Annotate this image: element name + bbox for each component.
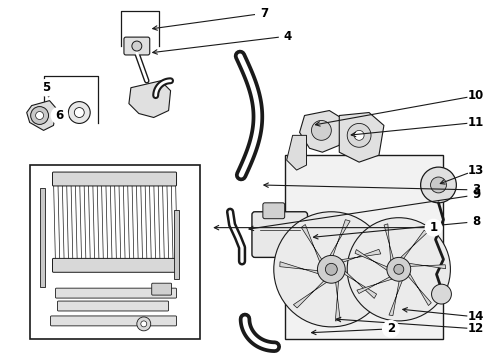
Circle shape bbox=[382, 320, 400, 338]
Text: 2: 2 bbox=[387, 322, 395, 336]
Text: 4: 4 bbox=[284, 30, 292, 42]
Circle shape bbox=[467, 213, 485, 231]
Circle shape bbox=[467, 320, 485, 338]
Text: 9: 9 bbox=[472, 188, 480, 201]
Circle shape bbox=[36, 112, 44, 120]
Text: 14: 14 bbox=[468, 310, 485, 323]
Circle shape bbox=[132, 41, 142, 51]
Text: 8: 8 bbox=[472, 215, 480, 228]
Circle shape bbox=[74, 108, 84, 117]
Circle shape bbox=[467, 186, 485, 204]
FancyBboxPatch shape bbox=[50, 316, 176, 326]
Polygon shape bbox=[299, 111, 342, 152]
Polygon shape bbox=[280, 262, 323, 274]
FancyBboxPatch shape bbox=[124, 37, 150, 55]
Polygon shape bbox=[129, 81, 171, 117]
Text: 3: 3 bbox=[472, 184, 480, 197]
Circle shape bbox=[467, 87, 485, 105]
Circle shape bbox=[318, 255, 345, 283]
Circle shape bbox=[347, 218, 450, 321]
Circle shape bbox=[279, 27, 296, 45]
Polygon shape bbox=[357, 275, 394, 293]
Circle shape bbox=[255, 4, 273, 22]
Circle shape bbox=[425, 219, 442, 237]
Circle shape bbox=[50, 107, 69, 125]
Bar bbox=[173, 210, 178, 279]
Polygon shape bbox=[400, 230, 427, 263]
Text: 13: 13 bbox=[468, 163, 484, 176]
Circle shape bbox=[38, 79, 55, 96]
Polygon shape bbox=[339, 113, 384, 162]
Bar bbox=[40, 188, 45, 287]
Text: 5: 5 bbox=[43, 81, 50, 94]
FancyBboxPatch shape bbox=[152, 283, 172, 295]
Circle shape bbox=[431, 177, 446, 193]
FancyBboxPatch shape bbox=[57, 301, 169, 311]
FancyBboxPatch shape bbox=[52, 172, 176, 186]
Text: 11: 11 bbox=[468, 116, 484, 129]
Polygon shape bbox=[26, 100, 56, 130]
Circle shape bbox=[137, 317, 151, 331]
Polygon shape bbox=[339, 269, 377, 298]
Circle shape bbox=[467, 308, 485, 326]
Circle shape bbox=[141, 321, 147, 327]
Polygon shape bbox=[329, 220, 350, 261]
Polygon shape bbox=[405, 273, 431, 306]
Polygon shape bbox=[389, 276, 403, 316]
Text: 1: 1 bbox=[429, 221, 438, 234]
Circle shape bbox=[69, 102, 90, 123]
Polygon shape bbox=[405, 263, 445, 269]
Polygon shape bbox=[287, 135, 307, 170]
Bar bbox=[30, 165, 200, 339]
Bar bbox=[285, 155, 443, 339]
Polygon shape bbox=[294, 276, 329, 308]
Circle shape bbox=[312, 121, 331, 140]
FancyBboxPatch shape bbox=[252, 212, 308, 257]
Circle shape bbox=[347, 123, 371, 147]
Circle shape bbox=[467, 161, 485, 179]
Circle shape bbox=[274, 212, 389, 327]
Polygon shape bbox=[335, 276, 340, 321]
Circle shape bbox=[420, 167, 456, 203]
Circle shape bbox=[467, 181, 485, 199]
FancyBboxPatch shape bbox=[55, 288, 176, 298]
Polygon shape bbox=[384, 224, 395, 264]
Circle shape bbox=[354, 130, 364, 140]
Polygon shape bbox=[355, 249, 392, 271]
Polygon shape bbox=[301, 225, 325, 265]
FancyBboxPatch shape bbox=[52, 258, 176, 272]
Circle shape bbox=[467, 113, 485, 131]
Circle shape bbox=[387, 257, 411, 281]
Circle shape bbox=[394, 264, 404, 274]
Circle shape bbox=[432, 284, 451, 304]
FancyBboxPatch shape bbox=[263, 203, 285, 219]
Text: 12: 12 bbox=[468, 322, 484, 336]
Text: 10: 10 bbox=[468, 89, 484, 102]
Text: 6: 6 bbox=[55, 109, 64, 122]
Polygon shape bbox=[338, 249, 381, 264]
Circle shape bbox=[325, 264, 337, 275]
Text: 7: 7 bbox=[260, 7, 268, 20]
Circle shape bbox=[31, 107, 49, 125]
